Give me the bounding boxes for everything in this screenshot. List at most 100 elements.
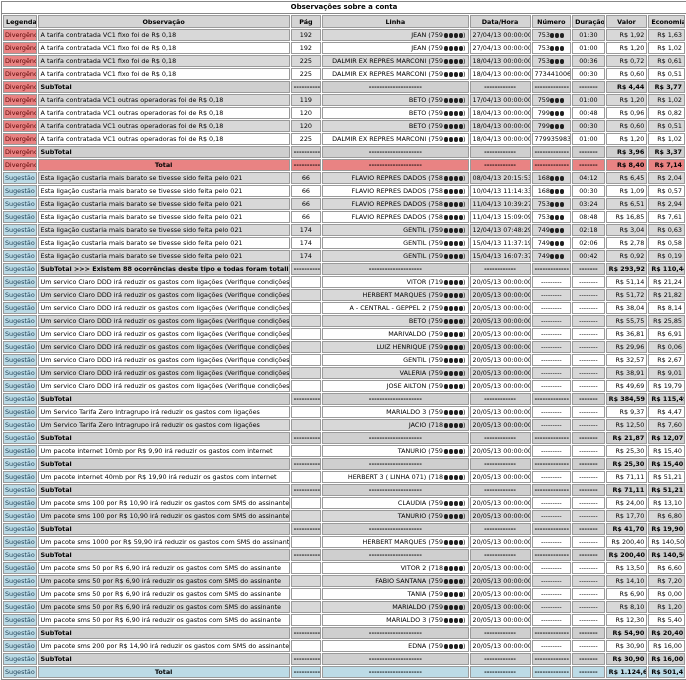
table-row[interactable]: Sugestão Esta ligação custaria mais barat… — [3, 250, 685, 262]
table-row[interactable]: Sugestão Esta ligação custaria mais barat… — [3, 211, 685, 223]
page-cell — [290, 497, 322, 509]
number-cell: --------- — [531, 471, 572, 483]
line-close: ) — [463, 369, 466, 377]
table-row[interactable]: Sugestão Um servico Claro DDD irá reduzir… — [3, 328, 685, 340]
table-row[interactable]: Sugestão Um pacote sms 50 por R$ 6,90 irá… — [3, 588, 685, 600]
subtotal-row[interactable]: Sugestão SubTotal ---------- --------------… — [3, 653, 685, 665]
observation-cell: Um pacote sms 200 por R$ 14,90 irá reduz… — [37, 640, 290, 652]
table-row[interactable]: Sugestão Um pacote sms 50 por R$ 6,90 irá… — [3, 575, 685, 587]
legend-badge: Divergência — [3, 42, 37, 54]
number-prefix: 759 — [537, 96, 550, 104]
table-row[interactable]: Sugestão Esta ligação custaria mais barat… — [3, 185, 685, 197]
table-row[interactable]: Sugestão Um Servico Tarifa Zero Intragrup… — [3, 419, 685, 431]
number-cell: 753 — [531, 29, 572, 41]
number-cell: ------------- — [531, 146, 572, 158]
col-header-pag[interactable]: Pág — [290, 15, 322, 28]
subtotal-row[interactable]: Sugestão SubTotal ---------- --------------… — [3, 523, 685, 535]
number-cell: ------------- — [531, 523, 572, 535]
table-row[interactable]: DivergênciaA tarifa contratada VC1 fixo … — [3, 29, 685, 41]
col-header-legenda[interactable]: Legenda — [3, 15, 37, 28]
table-row[interactable]: Sugestão Um servico Claro DDD irá reduzir… — [3, 367, 685, 379]
col-header-economia[interactable]: Economia — [648, 15, 685, 28]
col-header-observacao[interactable]: Observação — [37, 15, 290, 28]
legend-badge: Sugestão — [3, 536, 37, 548]
col-header-data-hora[interactable]: Data/Hora — [469, 15, 531, 28]
page-cell: 66 — [290, 198, 322, 210]
redaction-mark — [448, 45, 453, 51]
subtotal-row[interactable]: Sugestão SubTotal >>> Existem 88 ocorrênc… — [3, 263, 685, 275]
page-cell — [290, 276, 322, 288]
line-cell: MARIALDO (759) — [322, 601, 469, 613]
number-prefix: --------- — [540, 421, 562, 429]
line-cell: JOSE AILTON (759) — [322, 380, 469, 392]
savings-cell: R$ 0,06 — [648, 341, 685, 353]
savings-cell: R$ 2,67 — [648, 354, 685, 366]
redaction-mark — [448, 123, 453, 129]
table-row[interactable]: Sugestão Um servico Claro DDD irá reduzir… — [3, 315, 685, 327]
table-row[interactable]: Sugestão Um servico Claro DDD irá reduzir… — [3, 341, 685, 353]
number-cell: --------- — [531, 601, 572, 613]
table-row[interactable]: Sugestão Um servico Claro DDD irá reduzir… — [3, 289, 685, 301]
col-header-duracao[interactable]: Duração — [572, 15, 605, 28]
table-row[interactable]: DivergênciaA tarifa contratada VC1 fixo … — [3, 42, 685, 54]
table-row[interactable]: Sugestão Um pacote sms 1000 por R$ 59,90 … — [3, 536, 685, 548]
table-row[interactable]: DivergênciaA tarifa contratada VC1 outra… — [3, 120, 685, 132]
table-row[interactable]: Sugestão Um servico Claro DDD irá reduzir… — [3, 276, 685, 288]
redaction-mark — [448, 292, 453, 298]
datetime-cell: ------------ — [469, 484, 531, 496]
col-header-linha[interactable]: Linha — [322, 15, 469, 28]
subtotal-row[interactable]: Sugestão SubTotal ---------- --------------… — [3, 627, 685, 639]
total-row[interactable]: DivergênciaTotal------------------------… — [3, 159, 685, 171]
table-row[interactable]: Sugestão Um pacote sms 50 por R$ 6,90 irá… — [3, 614, 685, 626]
subtotal-row[interactable]: Sugestão SubTotal ---------- --------------… — [3, 484, 685, 496]
table-row[interactable]: Sugestão Esta ligação custaria mais barat… — [3, 224, 685, 236]
table-row[interactable]: Sugestão Um pacote sms 100 por R$ 10,90 i… — [3, 510, 685, 522]
subtotal-row[interactable]: DivergênciaSubTotal---------------------… — [3, 81, 685, 93]
table-row[interactable]: DivergênciaA tarifa contratada VC1 fixo … — [3, 68, 685, 80]
datetime-cell: 20/05/13 00:00:00 — [469, 575, 531, 587]
subtotal-row[interactable]: Sugestão SubTotal ---------- --------------… — [3, 393, 685, 405]
table-row[interactable]: Sugestão Um Servico Tarifa Zero Intragrup… — [3, 406, 685, 418]
line-close: ) — [463, 421, 466, 429]
subtotal-row[interactable]: Sugestão SubTotal ---------- --------------… — [3, 549, 685, 561]
total-row[interactable]: Sugestão Total ---------- -----------------… — [3, 666, 685, 678]
datetime-cell: 10/04/13 11:14:33 — [469, 185, 531, 197]
table-row[interactable]: Sugestão Esta ligação custaria mais barat… — [3, 172, 685, 184]
redaction-mark — [443, 318, 448, 324]
subtotal-row[interactable]: DivergênciaSubTotal---------------------… — [3, 146, 685, 158]
table-row[interactable]: Sugestão Um pacote sms 50 por R$ 6,90 irá… — [3, 562, 685, 574]
redaction-mark — [448, 357, 453, 363]
table-row[interactable]: Sugestão Um pacote sms 200 por R$ 14,90 i… — [3, 640, 685, 652]
table-row[interactable]: DivergênciaA tarifa contratada VC1 fixo … — [3, 55, 685, 67]
redaction-mark — [458, 214, 463, 220]
value-cell: R$ 49,69 — [605, 380, 648, 392]
subtotal-row[interactable]: Sugestão SubTotal ---------- --------------… — [3, 432, 685, 444]
table-row[interactable]: Sugestão Esta ligação custaria mais barat… — [3, 237, 685, 249]
redaction-mark — [458, 565, 463, 571]
table-row[interactable]: Sugestão Um servico Claro DDD irá reduzir… — [3, 302, 685, 314]
line-close: ) — [463, 499, 466, 507]
col-header-numero[interactable]: Número — [531, 15, 572, 28]
table-row[interactable]: Sugestão Um servico Claro DDD irá reduzir… — [3, 380, 685, 392]
number-prefix: 168 — [537, 187, 550, 195]
redaction-mark — [443, 448, 448, 454]
table-row[interactable]: Sugestão Esta ligação custaria mais barat… — [3, 198, 685, 210]
datetime-cell: 20/05/13 00:00:00 — [469, 406, 531, 418]
redaction-mark — [453, 201, 458, 207]
number-prefix: --------- — [540, 330, 562, 338]
subtotal-row[interactable]: Sugestão SubTotal ---------- --------------… — [3, 458, 685, 470]
table-row[interactable]: DivergênciaA tarifa contratada VC1 outra… — [3, 94, 685, 106]
table-row[interactable]: Sugestão Um pacote internet 10mb por R$ 9… — [3, 445, 685, 457]
line-cell: FLAVIO REPRES DADOS (758) — [322, 172, 469, 184]
line-cell: BETO (759) — [322, 107, 469, 119]
table-row[interactable]: Sugestão Um pacote internet 40mb por R$ 1… — [3, 471, 685, 483]
datetime-cell: 20/05/13 00:00:00 — [469, 588, 531, 600]
table-row[interactable]: Sugestão Um servico Claro DDD irá reduzir… — [3, 354, 685, 366]
table-row[interactable]: Sugestão Um pacote sms 100 por R$ 10,90 i… — [3, 497, 685, 509]
table-row[interactable]: DivergênciaA tarifa contratada VC1 outra… — [3, 107, 685, 119]
table-row[interactable]: Sugestão Um pacote sms 50 por R$ 6,90 irá… — [3, 601, 685, 613]
observation-cell: SubTotal — [37, 653, 290, 665]
table-row[interactable]: DivergênciaA tarifa contratada VC1 outra… — [3, 133, 685, 145]
legend-badge: Sugestão — [3, 432, 37, 444]
col-header-valor[interactable]: Valor — [605, 15, 648, 28]
